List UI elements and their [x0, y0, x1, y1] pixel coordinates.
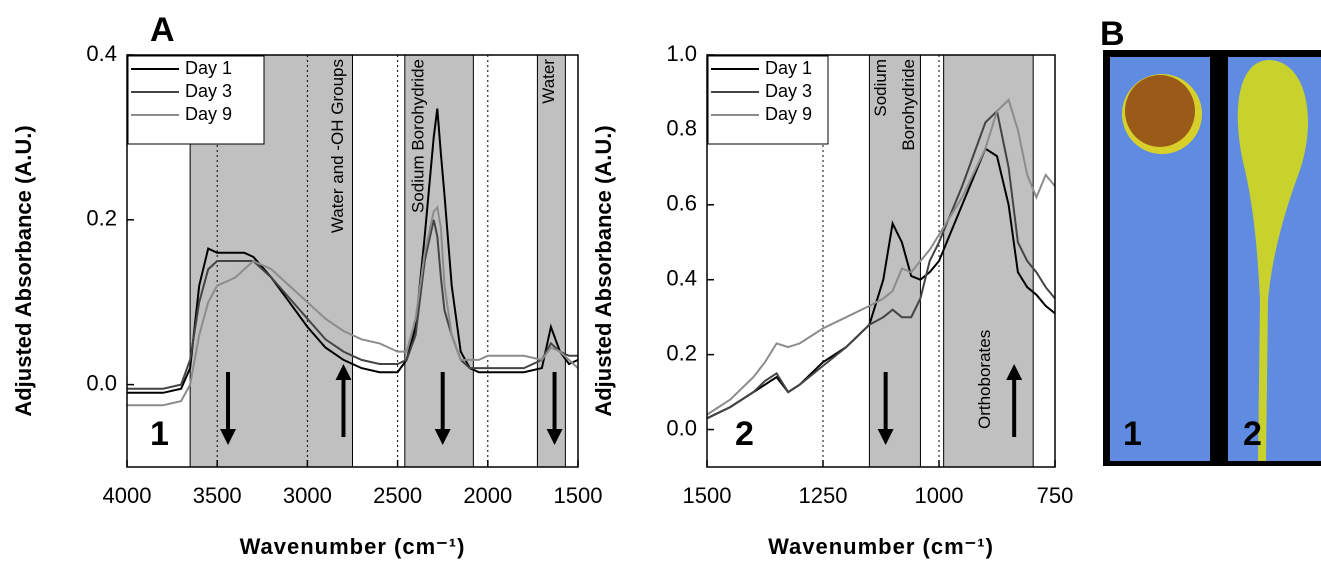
band-label: Sodium Borohydride [408, 59, 427, 213]
x-axis-title: Wavenumber (cm⁻¹) [768, 534, 994, 559]
y-tick-label: 0.0 [86, 370, 117, 395]
x-tick-label: 1000 [915, 483, 964, 508]
spectrum-line [127, 219, 578, 390]
y-axis-title: Adjusted Absorbance (A.U.) [591, 125, 616, 416]
droplet-core [1125, 75, 1195, 147]
y-tick-label: 0.2 [86, 206, 117, 231]
spectrum-line [706, 109, 1056, 420]
spectrum-line [127, 205, 579, 407]
x-tick-label: 1500 [554, 483, 603, 508]
legend-label: Day 1 [765, 58, 812, 78]
x-tick-label: 1250 [799, 483, 848, 508]
legend-label: Day 9 [185, 104, 232, 124]
chart: Sodium Borohydride Orthoborates 0.0 0.2 0.4 0.… [591, 41, 1074, 559]
band-label: Borohydride [899, 59, 918, 151]
plot-frame [126, 54, 579, 468]
spectrum-line [706, 98, 1056, 416]
x-tick-label: 750 [1037, 483, 1074, 508]
legend-box [127, 55, 265, 145]
x-tick-label: 1500 [683, 483, 732, 508]
y-tick-label: 0.2 [666, 340, 697, 365]
x-tick-label: 4000 [103, 483, 152, 508]
panel-label: B [1100, 15, 1125, 53]
y-tick-label: 0.6 [666, 191, 697, 216]
band-label: Water [539, 59, 558, 104]
legend-label: Day 3 [765, 81, 812, 101]
legend-label: Day 1 [185, 58, 232, 78]
sample-label: 2 [1243, 415, 1262, 453]
spectrum-line [127, 108, 579, 394]
legend: Day 1 Day 3 Day 9 [127, 55, 265, 145]
y-tick-label: 0.8 [666, 116, 697, 141]
band-label: Sodium [871, 59, 890, 117]
plot-frame [706, 54, 1056, 468]
x-tick-label: 3500 [193, 483, 242, 508]
shaded-band [536, 54, 566, 468]
y-tick-label: 0.4 [666, 266, 697, 291]
y-axis-title: Adjusted Absorbance (A.U.) [11, 125, 36, 416]
panel-label: A [150, 11, 175, 49]
y-tick-label: 0.4 [86, 41, 117, 66]
photo-panel: B 1 2 [1100, 15, 1321, 466]
sample-label: 1 [1123, 415, 1142, 453]
x-axis-title: Wavenumber (cm⁻¹) [240, 534, 466, 559]
legend-label: Day 3 [185, 81, 232, 101]
x-tick-label: 2000 [463, 483, 512, 508]
y-tick-label: 0.0 [666, 415, 697, 440]
y-tick-label: 1.0 [666, 41, 697, 66]
legend: Day 1 Day 3 Day 9 [707, 55, 829, 145]
shaded-band [943, 54, 1034, 468]
spreading-drop [1237, 60, 1309, 461]
inset-label: 1 [150, 415, 169, 453]
legend-label: Day 9 [765, 104, 812, 124]
band-label: Water and -OH Groups [328, 59, 347, 233]
spectrum-line [706, 147, 1056, 420]
x-tick-label: 2500 [373, 483, 422, 508]
inset-label: 2 [735, 415, 754, 453]
band-label: Orthoborates [975, 330, 994, 429]
legend-box [707, 55, 829, 145]
chart: Water and -OH Groups Sodium Borohydride Wa… [11, 11, 603, 559]
x-tick-label: 3000 [283, 483, 332, 508]
